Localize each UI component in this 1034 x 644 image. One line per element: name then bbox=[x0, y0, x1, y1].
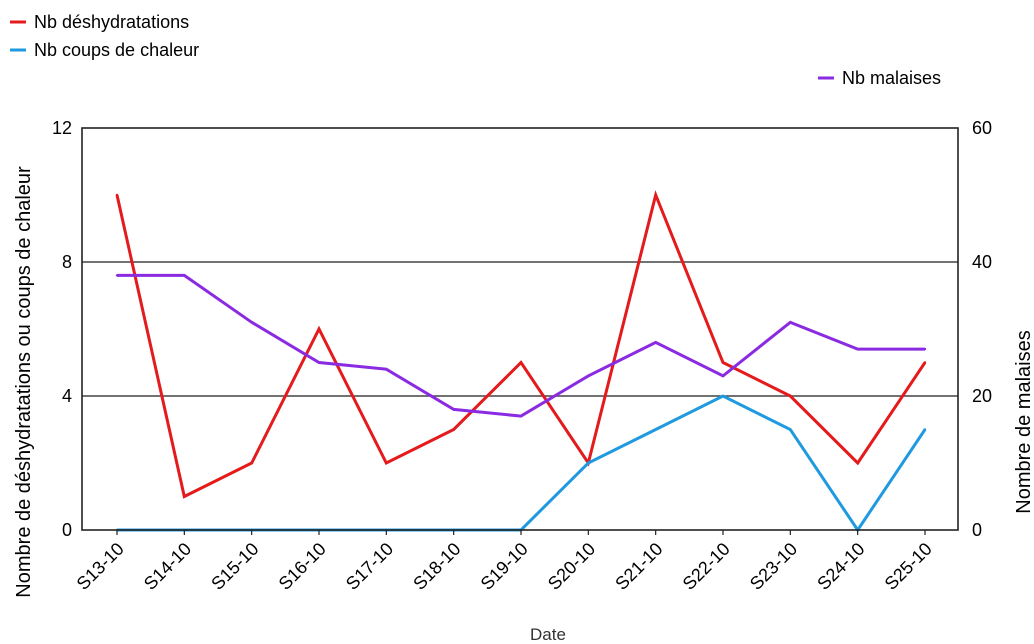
data-point bbox=[789, 428, 792, 431]
x-tick-label: S19-10 bbox=[477, 539, 532, 594]
x-tick-label: S20-10 bbox=[544, 539, 599, 594]
x-tick-label: S16-10 bbox=[275, 539, 330, 594]
data-point bbox=[923, 347, 927, 351]
data-point bbox=[654, 341, 657, 344]
data-point bbox=[923, 428, 927, 431]
right-tick-label: 20 bbox=[972, 386, 992, 406]
x-tick-label: S21-10 bbox=[611, 539, 666, 594]
right-axis-ticks: 0 20 40 60 bbox=[972, 118, 992, 540]
data-point bbox=[385, 368, 388, 371]
data-point bbox=[183, 274, 186, 277]
right-tick-label: 40 bbox=[972, 252, 992, 272]
x-tick-label: S15-10 bbox=[207, 539, 262, 594]
data-point bbox=[385, 461, 388, 465]
right-tick-label: 0 bbox=[972, 520, 982, 540]
x-tick-label: S18-10 bbox=[409, 539, 464, 594]
legend-label: Nb coups de chaleur bbox=[34, 40, 199, 60]
left-tick-label: 12 bbox=[52, 118, 72, 138]
data-point bbox=[856, 347, 859, 351]
legend-label: Nb malaises bbox=[842, 68, 941, 88]
plot-frame bbox=[81, 127, 959, 531]
data-point bbox=[856, 461, 859, 465]
series-line bbox=[117, 273, 925, 418]
left-tick-label: 8 bbox=[62, 252, 72, 272]
x-tick-label: S23-10 bbox=[746, 539, 801, 594]
x-tick-label: S14-10 bbox=[140, 539, 195, 594]
data-point bbox=[789, 321, 792, 324]
legend-label: Nb déshydratations bbox=[34, 12, 189, 32]
data-point bbox=[452, 428, 455, 431]
data-point bbox=[587, 374, 590, 378]
data-point bbox=[519, 414, 523, 418]
data-point bbox=[115, 274, 119, 277]
right-tick-label: 60 bbox=[972, 118, 992, 138]
legend: Nb déshydratations Nb coups de chaleur Nb … bbox=[10, 12, 941, 88]
x-axis-ticks: S13-10 S14-10 S15-10 S16-10 S17-10 S18-10 S19-… bbox=[73, 530, 936, 594]
left-tick-label: 4 bbox=[62, 386, 72, 406]
data-point bbox=[250, 461, 253, 465]
x-axis-title: Date bbox=[530, 625, 566, 644]
data-point bbox=[721, 394, 725, 398]
data-point bbox=[587, 461, 590, 465]
x-tick-label: S22-10 bbox=[679, 539, 734, 594]
data-point bbox=[519, 361, 523, 364]
data-point bbox=[317, 361, 321, 364]
x-tick-label: S17-10 bbox=[342, 539, 397, 594]
series-lines bbox=[115, 190, 927, 533]
data-point bbox=[452, 408, 455, 411]
left-tick-label: 0 bbox=[62, 520, 72, 540]
data-point bbox=[115, 193, 119, 197]
data-point bbox=[923, 361, 927, 364]
x-tick-label: S24-10 bbox=[813, 539, 868, 594]
data-point bbox=[721, 361, 725, 364]
x-tick-label: S25-10 bbox=[881, 539, 936, 594]
left-axis-title: Nombre de déshydratations ou coups de ch… bbox=[13, 166, 35, 598]
x-tick-label: S13-10 bbox=[73, 539, 128, 594]
data-point bbox=[250, 321, 253, 324]
data-point bbox=[789, 394, 792, 398]
left-axis-ticks: 0 4 8 12 bbox=[52, 118, 72, 540]
grid bbox=[82, 261, 958, 397]
data-point bbox=[183, 495, 186, 498]
data-point bbox=[721, 374, 725, 378]
data-point bbox=[654, 193, 657, 197]
right-axis-title: Nombre de malaises bbox=[1013, 330, 1034, 513]
data-point bbox=[654, 428, 657, 431]
data-point bbox=[317, 327, 321, 331]
